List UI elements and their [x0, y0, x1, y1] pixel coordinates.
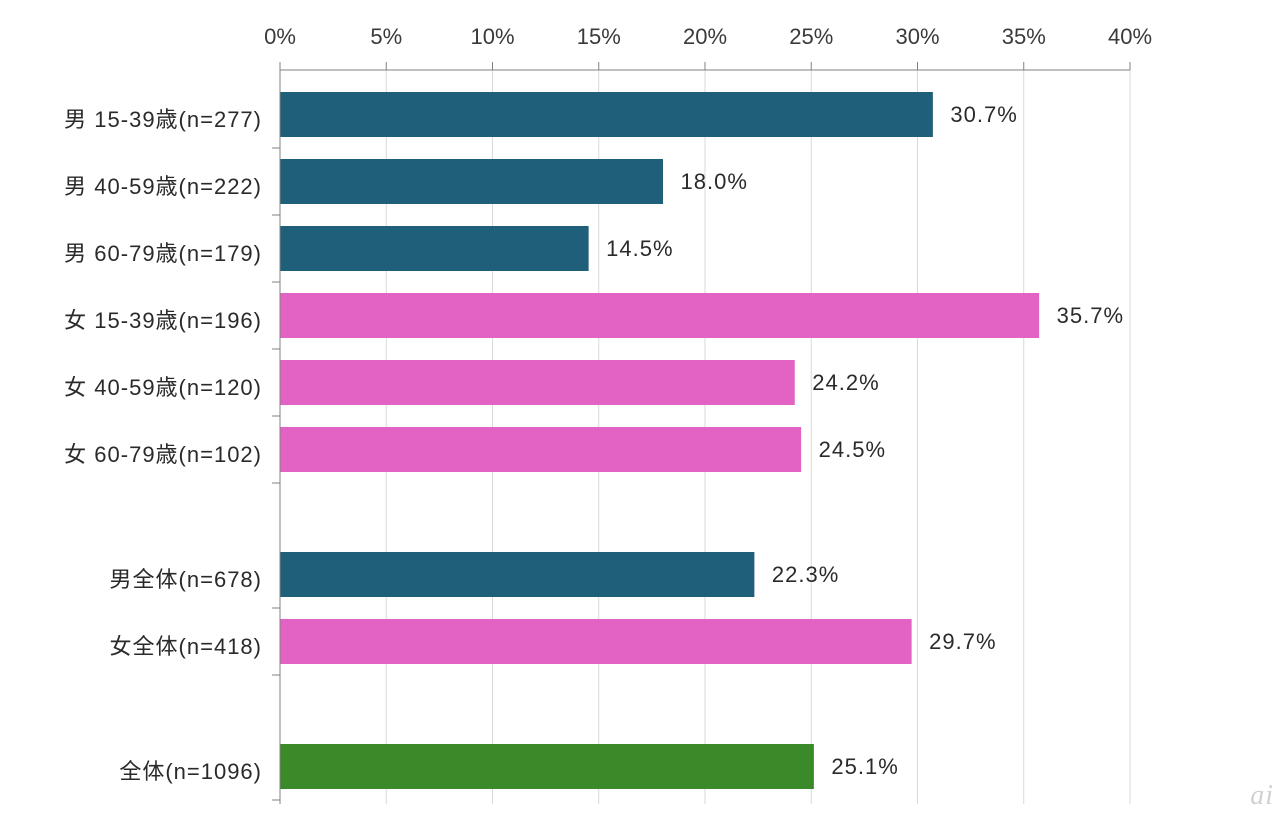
- bar-value-label: 30.7%: [950, 102, 1017, 128]
- bar: [281, 92, 933, 137]
- bar: [281, 619, 912, 664]
- bar: [281, 226, 589, 271]
- x-axis-tick-label: 40%: [1108, 24, 1152, 50]
- category-label: 男 60-79歳(n=179): [64, 236, 262, 268]
- x-axis-tick-label: 0%: [264, 24, 296, 50]
- bar: [281, 360, 795, 405]
- bar: [281, 744, 814, 789]
- category-label: 女全体(n=418): [110, 629, 262, 661]
- x-axis-tick-label: 5%: [370, 24, 402, 50]
- watermark-text: ai: [1250, 780, 1274, 812]
- bar: [281, 427, 802, 472]
- category-label: 全体(n=1096): [119, 754, 262, 786]
- bar-value-label: 35.7%: [1057, 303, 1124, 329]
- bar-value-label: 24.5%: [819, 437, 886, 463]
- category-label: 女 60-79歳(n=102): [64, 437, 262, 469]
- x-axis-tick-label: 10%: [470, 24, 514, 50]
- bar: [281, 159, 664, 204]
- x-axis-tick-label: 15%: [577, 24, 621, 50]
- category-label: 男全体(n=678): [110, 562, 262, 594]
- bar-value-label: 14.5%: [606, 236, 673, 262]
- x-axis-tick-label: 25%: [789, 24, 833, 50]
- category-label: 女 15-39歳(n=196): [64, 303, 262, 335]
- category-label: 男 15-39歳(n=277): [64, 102, 262, 134]
- bar: [281, 293, 1040, 338]
- category-label: 男 40-59歳(n=222): [64, 169, 262, 201]
- bar-value-label: 18.0%: [681, 169, 748, 195]
- bar: [281, 552, 755, 597]
- bar-value-label: 25.1%: [831, 754, 898, 780]
- chart-container: 0% 5% 10% 15% 20% 25% 30% 35% 40% 男 15-39歳(n=277)…: [0, 0, 1280, 814]
- x-axis-tick-label: 20%: [683, 24, 727, 50]
- x-axis-tick-label: 30%: [895, 24, 939, 50]
- bar-value-label: 29.7%: [929, 629, 996, 655]
- x-axis-tick-label: 35%: [1002, 24, 1046, 50]
- bar-value-label: 22.3%: [772, 562, 839, 588]
- category-label: 女 40-59歳(n=120): [64, 370, 262, 402]
- bar-value-label: 24.2%: [812, 370, 879, 396]
